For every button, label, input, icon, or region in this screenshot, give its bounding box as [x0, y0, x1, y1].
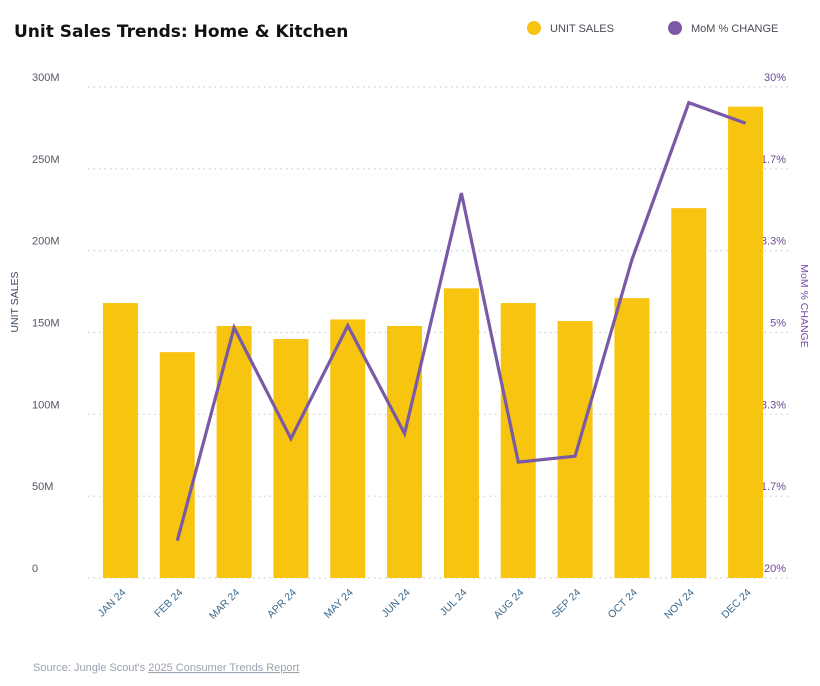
bar-apr-24 [273, 339, 309, 578]
legend-mom-change-label: MoM % CHANGE [691, 23, 778, 35]
bar-aug-24 [500, 303, 536, 578]
x-tick-label: JUN 24 [379, 587, 412, 620]
y-axis-right-title: MoM % CHANGE [798, 264, 810, 347]
bar-jun-24 [387, 325, 423, 578]
y-left-tick-label: 250M [32, 154, 60, 166]
bar-jul-24 [443, 288, 479, 578]
bar-oct-24 [614, 298, 650, 578]
x-tick-label: MAR 24 [207, 587, 242, 622]
x-tick-label: DEC 24 [719, 587, 754, 622]
unit-sales-bars [102, 106, 764, 578]
bar-mar-24 [216, 325, 252, 578]
bar-feb-24 [159, 352, 195, 578]
x-tick-label: NOV 24 [662, 587, 697, 622]
y-axis-left-title: UNIT SALES [9, 271, 21, 332]
x-tick-label: JUL 24 [438, 587, 470, 619]
x-tick-label: FEB 24 [152, 587, 185, 620]
legend-unit-sales-label: UNIT SALES [550, 23, 614, 35]
y-axis-left-ticks: 0 50M 100M 150M 200M 250M 300M [32, 72, 60, 575]
y-right-tick-label: -20% [760, 563, 786, 575]
source-link[interactable]: 2025 Consumer Trends Report [148, 662, 299, 674]
bar-jan-24 [102, 303, 138, 578]
source-prefix: Source: Jungle Scout's [33, 662, 148, 674]
legend-mom-change-marker [668, 21, 682, 35]
mom-change-series-line [175, 100, 747, 542]
x-tick-label: AUG 24 [492, 587, 527, 622]
y-left-tick-label: 150M [32, 318, 60, 330]
x-tick-label: APR 24 [265, 587, 299, 621]
bar-dec-24 [728, 106, 764, 578]
source-note: Source: Jungle Scout's 2025 Consumer Tre… [33, 662, 299, 674]
y-left-tick-label: 200M [32, 236, 60, 248]
mom-change-line [175, 100, 747, 542]
y-right-tick-label: 5% [770, 318, 786, 330]
x-axis-ticks: JAN 24 FEB 24 MAR 24 APR 24 MAY 24 JUN 24 JUL … [96, 587, 754, 622]
bar-sep-24 [557, 321, 593, 578]
chart-title: Unit Sales Trends: Home & Kitchen [14, 22, 348, 42]
x-tick-label: MAY 24 [322, 587, 356, 621]
y-right-tick-label: -3.3% [757, 399, 786, 411]
bar-may-24 [330, 319, 366, 578]
y-left-tick-label: 0 [32, 563, 38, 575]
y-left-tick-label: 100M [32, 399, 60, 411]
y-left-tick-label: 50M [32, 481, 53, 493]
y-right-tick-label: 30% [764, 72, 786, 84]
legend-unit-sales-marker [527, 21, 541, 35]
x-tick-label: JAN 24 [96, 587, 129, 620]
y-left-tick-label: 300M [32, 72, 60, 84]
x-tick-label: SEP 24 [550, 587, 584, 621]
bar-nov-24 [671, 208, 707, 578]
legend: UNIT SALES MoM % CHANGE [527, 21, 778, 35]
x-tick-label: OCT 24 [606, 587, 640, 621]
